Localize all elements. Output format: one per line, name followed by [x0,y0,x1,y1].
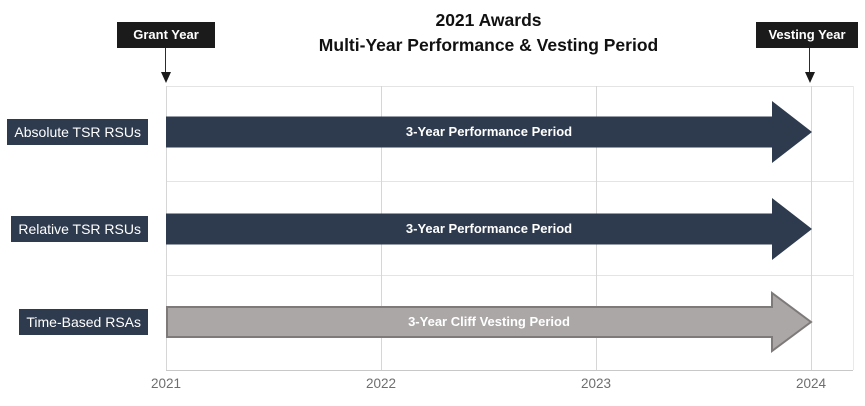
gridline-horizontal [166,275,853,276]
gridline-2024 [811,86,812,370]
x-axis-tick-2023: 2023 [580,376,612,391]
grant-year-callout: Grant Year [117,22,215,48]
vesting-year-pointer-line [809,48,810,73]
chart-title-line2: Multi-Year Performance & Vesting Period [318,35,659,55]
grant-year-label: Grant Year [133,27,199,42]
vesting-year-callout: Vesting Year [756,22,858,48]
gridline-horizontal [166,86,853,87]
performance-period-arrow [166,198,812,260]
grant-year-pointer-line [165,48,166,73]
x-axis-tick-2024: 2024 [795,376,827,391]
vesting-year-label: Vesting Year [768,27,846,42]
performance-period-arrow-label: 3-Year Performance Period [405,124,573,139]
performance-period-arrow [166,101,812,163]
plot-area-right-edge [853,86,854,370]
row-label-relative-tsr-rsus: Relative TSR RSUs [11,216,148,242]
chart-title-line1: 2021 Awards [435,10,542,30]
cliff-vesting-period-arrow [166,291,813,353]
gridline-horizontal [166,181,853,182]
x-axis-tick-2022: 2022 [365,376,397,391]
down-arrow-icon [161,72,171,83]
performance-period-arrow-label: 3-Year Performance Period [405,221,573,236]
x-axis-line [166,370,853,371]
chart-title: 2021 Awards Multi-Year Performance & Ves… [166,8,811,58]
x-axis-tick-2021: 2021 [150,376,182,391]
cliff-vesting-period-arrow-label: 3-Year Cliff Vesting Period [408,314,570,329]
row-label-absolute-tsr-rsus: Absolute TSR RSUs [7,119,148,145]
down-arrow-icon [805,72,815,83]
row-label-time-based-rsas: Time-Based RSAs [19,309,148,335]
